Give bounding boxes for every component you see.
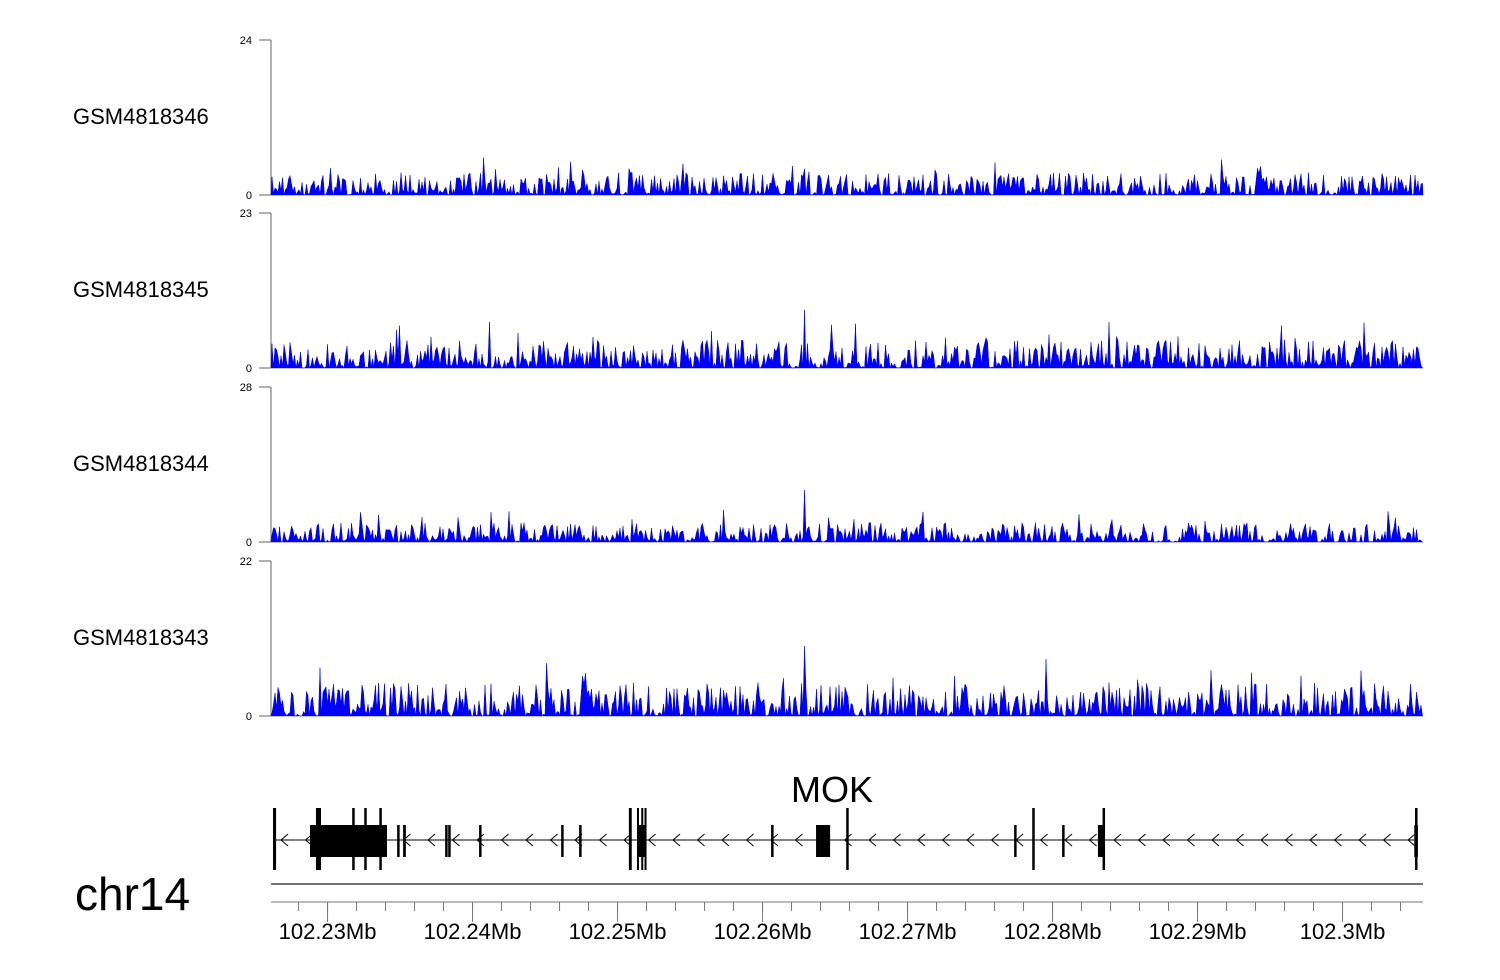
strand-arrow-icon — [451, 833, 460, 847]
y-tick-label: 23 — [240, 208, 252, 220]
exon — [364, 808, 367, 870]
strand-arrow-icon — [917, 833, 926, 847]
exon — [1032, 808, 1035, 870]
exon — [397, 825, 400, 857]
signal-track: GSM4818343 22 0 — [73, 556, 1423, 723]
exon — [1097, 825, 1105, 857]
strand-arrow-icon — [941, 833, 950, 847]
exon — [1014, 825, 1017, 857]
strand-arrow-icon — [770, 833, 779, 847]
strand-arrow-icon — [1162, 833, 1171, 847]
exon — [445, 825, 448, 857]
strand-arrow-icon — [892, 833, 901, 847]
track-label: GSM4818343 — [73, 625, 209, 650]
strand-arrow-icon — [1039, 833, 1048, 847]
strand-arrow-icon — [1235, 833, 1244, 847]
signal-track: GSM4818345 23 0 — [73, 208, 1424, 375]
strand-arrow-icon — [843, 833, 852, 847]
signal-area — [270, 646, 1423, 717]
strand-arrow-icon — [794, 833, 803, 847]
strand-arrow-icon — [1211, 833, 1220, 847]
exon — [628, 808, 632, 870]
exon — [561, 825, 564, 857]
y-tick-label: 0 — [246, 537, 252, 549]
strand-arrow-icon — [280, 833, 289, 847]
exon — [816, 825, 831, 857]
exon — [771, 825, 774, 857]
track-label: GSM4818346 — [73, 104, 209, 129]
y-tick-label: 0 — [246, 190, 252, 202]
strand-arrow-icon — [745, 833, 754, 847]
strand-arrow-icon — [623, 833, 632, 847]
strand-arrow-icon — [1382, 833, 1391, 847]
strand-arrow-icon — [696, 833, 705, 847]
signal-area — [270, 157, 1424, 196]
exon — [1062, 825, 1065, 857]
x-tick-label: 102.24Mb — [424, 919, 522, 944]
strand-arrow-icon — [1407, 833, 1416, 847]
strand-arrow-icon — [1186, 833, 1195, 847]
strand-arrow-icon — [1137, 833, 1146, 847]
signal-track: GSM4818346 24 0 — [73, 35, 1424, 202]
strand-arrow-icon — [1333, 833, 1342, 847]
gene-name-label: MOK — [791, 769, 873, 810]
strand-arrow-icon — [1309, 833, 1318, 847]
y-tick-label: 0 — [246, 711, 252, 723]
exon — [315, 808, 322, 870]
exon — [479, 825, 482, 857]
gene-model-track — [273, 808, 1418, 870]
exon — [641, 808, 644, 870]
signal-area — [270, 309, 1424, 369]
strand-arrow-icon — [1064, 833, 1073, 847]
strand-arrow-icon — [476, 833, 485, 847]
x-tick-label: 102.28Mb — [1004, 919, 1102, 944]
chromosome-label: chr14 — [75, 868, 190, 920]
strand-arrow-icon — [647, 833, 656, 847]
strand-arrow-icon — [1358, 833, 1367, 847]
strand-arrow-icon — [427, 833, 436, 847]
genome-axis: 102.23Mb 102.24Mb 102.25Mb 102.26Mb 102.27Mb… — [271, 901, 1423, 944]
signal-area — [270, 490, 1423, 543]
strand-arrow-icon — [990, 833, 999, 847]
exon — [273, 808, 277, 870]
x-tick-label: 102.27Mb — [859, 919, 957, 944]
strand-arrow-icon — [1113, 833, 1122, 847]
strand-arrow-icon — [721, 833, 730, 847]
x-tick-label: 102.23Mb — [279, 919, 377, 944]
exon — [579, 825, 582, 857]
exon — [352, 808, 355, 870]
exon — [1102, 808, 1106, 870]
track-label: GSM4818344 — [73, 451, 209, 476]
exon — [644, 808, 647, 870]
x-tick-label: 102.26Mb — [714, 919, 812, 944]
exon — [448, 825, 451, 857]
strand-arrow-icon — [549, 833, 558, 847]
track-label: GSM4818345 — [73, 277, 209, 302]
strand-arrow-icon — [672, 833, 681, 847]
signal-track: GSM4818344 28 0 — [73, 382, 1423, 549]
y-tick-label: 0 — [246, 363, 252, 375]
y-tick-label: 24 — [240, 35, 252, 47]
exon — [310, 825, 387, 857]
y-tick-label: 28 — [240, 382, 252, 394]
exon — [636, 808, 639, 870]
strand-arrow-icon — [525, 833, 534, 847]
exon — [1415, 808, 1418, 870]
strand-arrow-icon — [500, 833, 509, 847]
strand-arrow-icon — [966, 833, 975, 847]
exon — [846, 808, 849, 870]
x-tick-label: 102.3Mb — [1300, 919, 1386, 944]
strand-arrow-icon — [598, 833, 607, 847]
y-tick-label: 22 — [240, 556, 252, 568]
strand-arrow-icon — [1260, 833, 1269, 847]
exon — [379, 808, 382, 870]
x-tick-label: 102.25Mb — [569, 919, 667, 944]
strand-arrow-icon — [868, 833, 877, 847]
strand-arrow-icon — [1088, 833, 1097, 847]
strand-arrow-icon — [1284, 833, 1293, 847]
x-tick-label: 102.29Mb — [1149, 919, 1247, 944]
exon — [403, 825, 406, 857]
